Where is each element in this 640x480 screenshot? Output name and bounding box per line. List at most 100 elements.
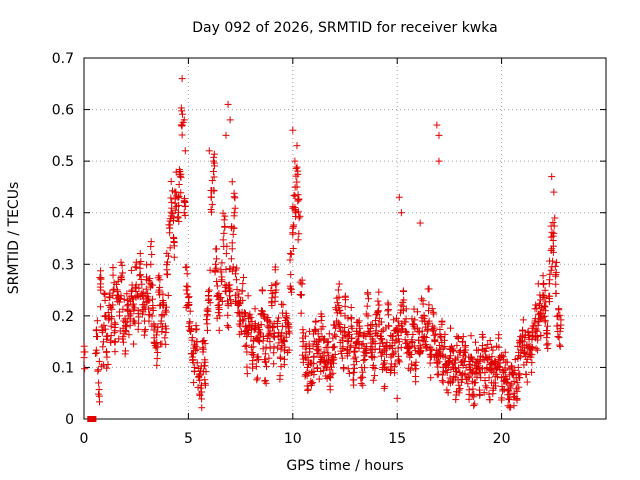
data-point — [495, 334, 503, 342]
data-point — [296, 212, 304, 220]
data-point — [441, 330, 449, 338]
data-point — [164, 291, 172, 299]
data-point — [449, 378, 457, 386]
data-point — [295, 214, 303, 222]
data-point — [155, 272, 163, 280]
data-point — [330, 343, 338, 351]
data-point — [242, 341, 250, 349]
data-point — [190, 379, 198, 387]
data-point — [314, 330, 322, 338]
data-point — [177, 121, 185, 129]
y-tick-label: 0.6 — [52, 103, 74, 119]
data-point — [282, 313, 290, 321]
data-point — [233, 286, 241, 294]
data-point — [439, 344, 447, 352]
data-point — [201, 340, 209, 348]
data-point — [514, 342, 522, 350]
data-point — [111, 338, 119, 346]
data-point — [215, 301, 223, 309]
data-point — [348, 324, 356, 332]
data-point — [247, 314, 255, 322]
data-point — [430, 324, 438, 332]
data-point — [344, 365, 352, 373]
data-point — [196, 367, 204, 375]
data-point — [166, 244, 174, 252]
data-point — [358, 341, 366, 349]
data-point — [243, 370, 251, 378]
data-point — [161, 334, 169, 342]
data-point — [149, 281, 157, 289]
data-point — [122, 327, 130, 335]
data-point — [348, 334, 356, 342]
data-point — [218, 259, 226, 267]
data-point — [317, 317, 325, 325]
data-point — [365, 295, 373, 303]
data-point — [347, 342, 355, 350]
data-point — [218, 273, 226, 281]
data-point — [371, 372, 379, 380]
data-point — [470, 402, 478, 410]
data-point — [408, 360, 416, 368]
data-point — [287, 250, 295, 258]
data-point — [205, 286, 213, 294]
data-point — [364, 290, 372, 298]
data-point — [294, 191, 302, 199]
data-point — [441, 353, 449, 361]
data-point — [389, 350, 397, 358]
data-point — [187, 327, 195, 335]
data-point — [151, 322, 159, 330]
data-point — [221, 212, 229, 220]
data-point — [217, 294, 225, 302]
data-point — [103, 364, 111, 372]
data-point — [375, 301, 383, 309]
data-point — [181, 202, 189, 210]
data-point — [145, 296, 153, 304]
axis-ticks: 0 0.1 0.2 0.3 0.4 0.5 0.6 0.7 0 5 10 15 20 — [52, 51, 606, 447]
data-point — [402, 315, 410, 323]
data-point — [350, 381, 358, 389]
data-point — [369, 361, 377, 369]
data-point — [377, 318, 385, 326]
data-point — [109, 271, 117, 279]
data-point — [248, 360, 256, 368]
data-point — [228, 239, 236, 247]
data-point — [505, 387, 513, 395]
data-point — [120, 295, 128, 303]
data-point — [432, 330, 440, 338]
data-point — [152, 344, 160, 352]
data-point — [241, 342, 249, 350]
data-point — [235, 300, 243, 308]
data-point — [454, 353, 462, 361]
data-point — [162, 340, 170, 348]
data-point — [371, 364, 379, 372]
data-point — [81, 365, 89, 373]
data-point — [395, 356, 403, 364]
data-point — [175, 181, 183, 189]
data-point — [449, 347, 457, 355]
data-point — [213, 282, 221, 290]
data-point — [503, 375, 511, 383]
data-point — [396, 358, 404, 366]
data-point — [95, 386, 103, 394]
y-tick-label: 0.1 — [52, 360, 74, 376]
data-point — [104, 308, 112, 316]
data-point — [388, 344, 396, 352]
y-tick-label: 0.5 — [52, 154, 74, 170]
data-point — [384, 299, 392, 307]
data-point — [94, 367, 102, 375]
data-point — [236, 330, 244, 338]
data-point — [361, 356, 369, 364]
data-point — [164, 271, 172, 279]
data-point — [347, 303, 355, 311]
data-point — [466, 363, 474, 371]
data-point — [210, 173, 218, 181]
data-point — [469, 385, 477, 393]
data-point — [188, 350, 196, 358]
data-point — [286, 249, 294, 257]
data-point — [130, 340, 138, 348]
data-point — [201, 356, 209, 364]
data-point — [321, 335, 329, 343]
data-point — [80, 342, 88, 350]
data-point — [185, 301, 193, 309]
